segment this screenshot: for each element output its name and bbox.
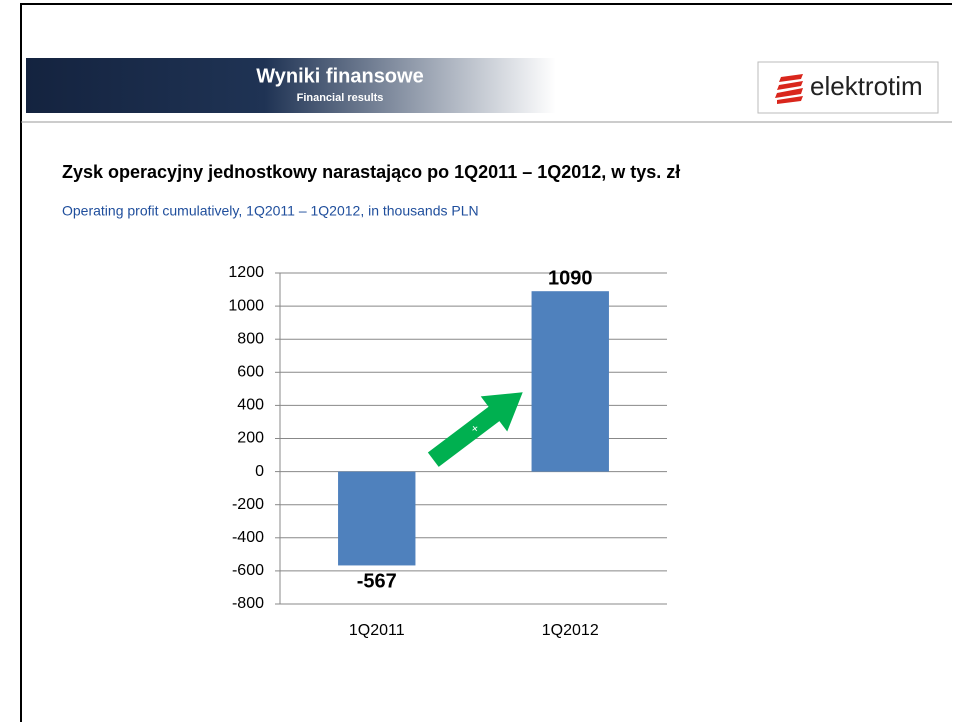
logo-text: elektrotim [810,71,923,101]
header-title: Wyniki finansowe [256,65,423,87]
y-tick-label: 0 [255,463,264,480]
chart-subtitle: Operating profit cumulatively, 1Q2011 – … [62,203,479,219]
logo-icon [775,74,803,104]
y-tick-label: -200 [232,496,264,513]
bar [338,471,416,566]
y-tick-label: -600 [232,562,264,579]
y-tick-label: 400 [237,397,264,414]
y-tick-label: -400 [232,529,264,546]
x-tick-label: 1Q2012 [542,622,599,639]
growth-arrow: + [427,392,523,467]
y-tick-label: 200 [237,430,264,447]
x-tick-label: 1Q2011 [349,622,405,639]
y-tick-label: 600 [237,364,264,381]
slide-frame [20,3,952,722]
chart-title: Zysk operacyjny jednostkowy narastająco … [62,162,680,182]
y-tick-label: 1200 [228,264,264,281]
value-label: 1090 [548,267,593,289]
y-tick-label: -800 [232,595,264,612]
header-band [26,58,556,113]
bar [531,291,609,472]
y-tick-label: 1000 [228,297,264,314]
header-subtitle: Financial results [297,92,384,104]
y-tick-label: 800 [237,330,264,347]
value-label: -567 [357,571,397,593]
arrow-shape [427,392,523,467]
